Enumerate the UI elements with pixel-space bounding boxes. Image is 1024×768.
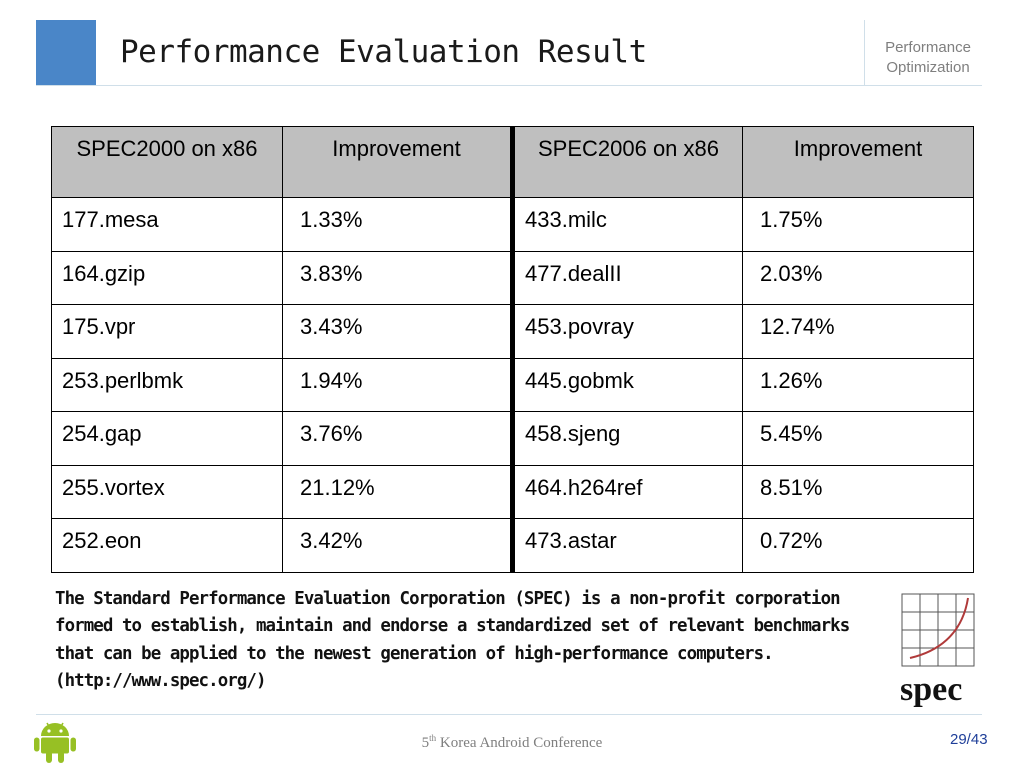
table-cell: 433.milc <box>510 197 743 252</box>
table-cell: 473.astar <box>510 518 743 573</box>
table-cell: 458.sjeng <box>510 411 743 466</box>
footer-conference: 5th Korea Android Conference <box>0 733 1024 752</box>
column-header: Improvement <box>282 126 513 198</box>
spec-description: The Standard Performance Evaluation Corp… <box>55 589 850 691</box>
table-row: 164.gzip 3.83% 477.dealII 2.03% <box>51 250 974 305</box>
table-cell: 12.74% <box>742 304 974 359</box>
footer-name: Korea Android Conference <box>436 735 603 751</box>
table-cell: 477.dealII <box>510 250 743 305</box>
table-cell: 464.h264ref <box>510 464 743 519</box>
table-cell: 164.gzip <box>51 250 283 305</box>
table-cell: 21.12% <box>282 464 513 519</box>
benchmark-table: SPEC2000 on x86 Improvement SPEC2006 on … <box>51 126 974 573</box>
accent-square <box>36 20 96 85</box>
table-row: 255.vortex 21.12% 464.h264ref 8.51% <box>51 464 974 519</box>
table-cell: 1.26% <box>742 357 974 412</box>
section-label-line1: Performance <box>885 39 971 56</box>
footer-suffix: th <box>429 733 437 743</box>
table-cell: 254.gap <box>51 411 283 466</box>
spec-logo: spec <box>900 593 975 708</box>
section-label-line2: Optimization <box>886 59 970 76</box>
footer-number: 5 <box>421 735 430 751</box>
footer-divider <box>36 714 982 715</box>
table-cell: 177.mesa <box>51 197 283 252</box>
table-cell: 445.gobmk <box>510 357 743 412</box>
table-cell: 1.33% <box>282 197 513 252</box>
spec-logo-text: spec <box>900 671 962 708</box>
table-cell: 3.76% <box>282 411 513 466</box>
table-cell: 252.eon <box>51 518 283 573</box>
table-cell: 8.51% <box>742 464 974 519</box>
slide-title: Performance Evaluation Result <box>120 34 647 70</box>
table-cell: 1.75% <box>742 197 974 252</box>
table-row: 177.mesa 1.33% 433.milc 1.75% <box>51 197 974 252</box>
table-cell: 1.94% <box>282 357 513 412</box>
header-divider-vertical <box>864 20 865 85</box>
column-header: Improvement <box>742 126 974 198</box>
table-cell: 255.vortex <box>51 464 283 519</box>
table-row: 254.gap 3.76% 458.sjeng 5.45% <box>51 411 974 466</box>
table-row: 253.perlbmk 1.94% 445.gobmk 1.26% <box>51 357 974 412</box>
column-header: SPEC2006 on x86 <box>510 126 743 198</box>
table-cell: 0.72% <box>742 518 974 573</box>
table-row: 252.eon 3.42% 473.astar 0.72% <box>51 518 974 573</box>
table-cell: 3.83% <box>282 250 513 305</box>
header-divider <box>36 85 982 86</box>
table-cell: 2.03% <box>742 250 974 305</box>
table-cell: 453.povray <box>510 304 743 359</box>
table-cell: 175.vpr <box>51 304 283 359</box>
page-number: 29/43 <box>950 731 988 748</box>
table-cell: 3.42% <box>282 518 513 573</box>
table-cell: 3.43% <box>282 304 513 359</box>
column-header: SPEC2000 on x86 <box>51 126 283 198</box>
table-header-row: SPEC2000 on x86 Improvement SPEC2006 on … <box>51 126 974 198</box>
table-cell: 253.perlbmk <box>51 357 283 412</box>
android-robot-icon <box>34 722 76 763</box>
table-row: 175.vpr 3.43% 453.povray 12.74% <box>51 304 974 359</box>
table-cell: 5.45% <box>742 411 974 466</box>
section-label: Performance Optimization <box>872 38 984 78</box>
